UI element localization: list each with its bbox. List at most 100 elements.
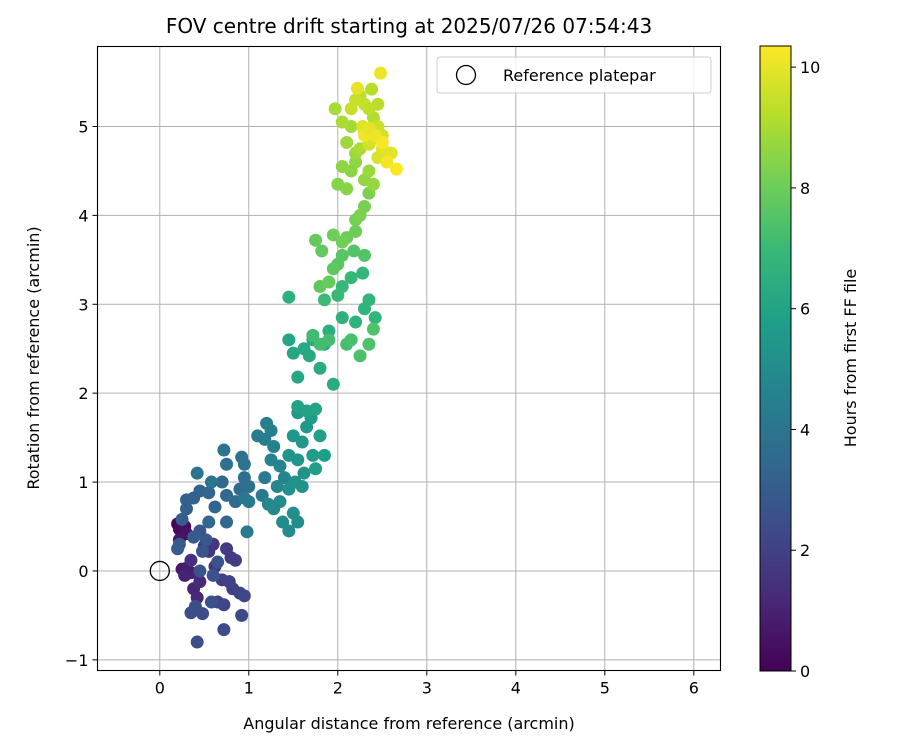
plot-frame — [96, 45, 722, 672]
colorbar-ticks: 0 2 4 6 8 10 — [791, 58, 820, 681]
data-point — [217, 443, 231, 457]
legend-box — [436, 56, 712, 94]
data-point — [322, 333, 336, 347]
data-point — [220, 515, 234, 529]
data-point — [190, 635, 204, 649]
data-point — [204, 595, 218, 609]
data-point — [368, 311, 382, 325]
data-point — [349, 224, 363, 238]
data-point — [202, 486, 216, 500]
data-point — [220, 457, 234, 471]
data-point — [340, 136, 354, 149]
data-point — [282, 524, 296, 538]
data-point — [178, 568, 192, 582]
data-point — [286, 506, 300, 520]
y-tick-label: 3 — [78, 295, 88, 314]
colorbar-tick-label: 0 — [800, 662, 810, 681]
reference-platepar-marker — [149, 560, 170, 582]
x-axis-ticks: 0 1 2 3 4 5 6 — [155, 670, 699, 698]
data-point — [196, 544, 210, 558]
data-point — [242, 495, 256, 509]
data-point — [267, 440, 281, 453]
data-point — [172, 537, 186, 551]
chart-title: FOV centre drift starting at 2025/07/26 … — [166, 14, 652, 38]
data-point — [277, 471, 291, 485]
data-point — [335, 115, 349, 129]
x-tick-label: 1 — [244, 679, 254, 698]
data-point — [366, 177, 380, 191]
data-points — [171, 66, 404, 649]
data-point — [374, 66, 388, 80]
data-point — [344, 102, 358, 116]
data-point — [380, 155, 394, 169]
x-tick-label: 0 — [155, 679, 165, 698]
data-point — [187, 530, 201, 544]
data-point — [347, 244, 361, 258]
data-point — [282, 290, 296, 304]
data-point — [175, 512, 189, 526]
x-axis-label: Angular distance from reference (arcmin) — [243, 714, 574, 733]
data-point — [242, 480, 256, 493]
data-point — [215, 475, 229, 489]
data-point — [184, 553, 198, 567]
y-tick-label: 1 — [78, 473, 88, 492]
y-axis-label: Rotation from reference (arcmin) — [24, 226, 43, 489]
colorbar-tick-label: 6 — [800, 300, 810, 319]
data-point — [309, 462, 323, 476]
data-point — [366, 322, 380, 336]
y-tick-label: 0 — [78, 562, 88, 581]
data-point — [349, 315, 363, 329]
data-point — [335, 235, 349, 249]
x-tick-label: 5 — [600, 679, 610, 698]
data-point — [344, 333, 358, 347]
data-point — [362, 293, 376, 307]
data-point — [240, 525, 254, 539]
colorbar — [759, 45, 792, 672]
y-tick-label: −1 — [65, 651, 89, 670]
data-point — [295, 480, 309, 493]
data-point — [270, 480, 284, 493]
data-point — [326, 228, 340, 242]
data-point — [217, 598, 231, 612]
data-point — [208, 500, 222, 514]
data-point — [193, 575, 207, 589]
data-point — [286, 346, 300, 360]
data-point — [237, 457, 251, 471]
data-point — [184, 606, 198, 620]
x-tick-label: 6 — [689, 679, 699, 698]
colorbar-tick-label: 8 — [800, 179, 810, 198]
data-point — [356, 266, 370, 280]
data-point — [309, 233, 323, 247]
data-point — [237, 589, 251, 603]
legend: Reference platepar — [436, 56, 712, 94]
data-point — [302, 349, 316, 363]
data-point — [335, 311, 349, 325]
data-point — [306, 448, 320, 462]
legend-marker — [455, 64, 477, 86]
data-point — [353, 349, 367, 363]
data-point — [350, 81, 364, 95]
data-point — [353, 208, 367, 222]
colorbar-label: Hours from first FF file — [841, 269, 860, 448]
data-point — [340, 182, 354, 196]
data-point — [180, 502, 193, 516]
data-point — [291, 453, 305, 467]
data-point — [313, 361, 327, 375]
data-point — [331, 288, 345, 302]
data-point — [322, 324, 336, 338]
data-point — [297, 466, 311, 480]
data-point — [317, 293, 331, 307]
data-point — [362, 337, 376, 351]
x-tick-label: 2 — [333, 679, 343, 698]
colorbar-tick-label: 4 — [800, 420, 810, 439]
data-point — [375, 136, 389, 149]
legend-label: Reference platepar — [503, 66, 656, 85]
data-point — [204, 475, 218, 489]
data-point — [258, 471, 272, 485]
data-point — [317, 448, 331, 462]
data-point — [190, 466, 204, 480]
data-point — [306, 328, 320, 342]
data-point — [282, 333, 296, 347]
data-point — [273, 495, 287, 509]
data-point — [344, 271, 358, 285]
